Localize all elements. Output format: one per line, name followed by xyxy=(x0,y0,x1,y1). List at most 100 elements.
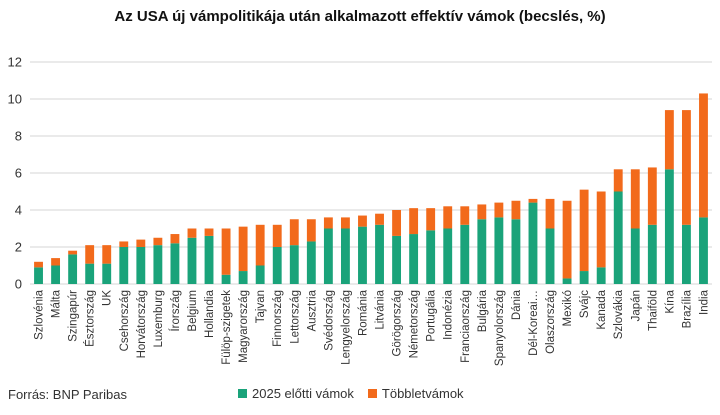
bar-additional xyxy=(289,219,299,246)
x-tick-label: Ausztria xyxy=(306,289,318,331)
bar-pre2025 xyxy=(238,271,248,284)
bar-additional xyxy=(187,228,197,238)
x-tick-label: India xyxy=(698,289,710,315)
bar-additional xyxy=(153,237,163,246)
x-tick-label: Málta xyxy=(51,289,63,318)
bar-pre2025 xyxy=(613,191,623,284)
bar-additional xyxy=(255,224,265,266)
legend-item-pre2025: 2025 előtti vámok xyxy=(238,386,354,401)
bar-additional xyxy=(85,245,95,264)
bar-additional xyxy=(323,217,333,229)
grid-lines xyxy=(30,61,712,285)
x-tick-label: Észtország xyxy=(84,290,97,347)
x-tick-label: Szlovénia xyxy=(34,289,46,339)
bar-additional xyxy=(494,202,504,218)
bar-pre2025 xyxy=(699,217,708,284)
bar-pre2025 xyxy=(204,235,214,284)
bar-additional xyxy=(579,189,589,272)
bar-pre2025 xyxy=(136,247,146,284)
x-tick-label: Franciaország xyxy=(460,290,472,363)
bar-pre2025 xyxy=(511,219,521,284)
bar-pre2025 xyxy=(323,228,333,284)
y-tick-label: 10 xyxy=(8,92,22,107)
bar-additional xyxy=(392,210,402,236)
bar-additional xyxy=(613,169,623,192)
x-tick-label: Portugália xyxy=(426,289,438,341)
legend: 2025 előtti vámok Többletvámok xyxy=(238,386,464,401)
bar-additional xyxy=(136,239,146,247)
bar-pre2025 xyxy=(375,224,384,284)
bar-additional xyxy=(358,215,367,227)
bar-pre2025 xyxy=(306,241,316,284)
bar-pre2025 xyxy=(170,243,180,284)
bar-pre2025 xyxy=(545,228,555,284)
bar-additional xyxy=(664,110,674,170)
bar-pre2025 xyxy=(426,230,436,284)
x-tick-label: Finnország xyxy=(272,290,284,347)
x-tick-label: Mexikó xyxy=(562,290,574,326)
x-tick-label: Tajvan xyxy=(255,290,267,323)
bar-pre2025 xyxy=(119,247,129,284)
bar-additional xyxy=(119,241,129,247)
x-tick-label: Brazília xyxy=(681,289,693,328)
bar-pre2025 xyxy=(85,263,95,284)
x-tick-label: Hollandia xyxy=(204,289,216,338)
x-tick-label: Írország xyxy=(169,290,182,332)
bar-additional xyxy=(204,228,214,236)
bar-pre2025 xyxy=(409,234,419,284)
legend-label-additional: Többletvámok xyxy=(381,386,464,401)
bar-additional xyxy=(51,258,61,266)
x-tick-label: Kína xyxy=(664,289,676,313)
x-tick-label: Belgium xyxy=(187,290,199,332)
x-tick-label: Görögország xyxy=(392,290,404,356)
x-tick-label: Japán xyxy=(630,290,642,321)
bar-pre2025 xyxy=(102,263,112,284)
x-tick-label: Svájc xyxy=(579,290,591,318)
x-axis-ticks: Szlovénia Málta Szingapúr Észtország UK Cseho… xyxy=(34,289,711,366)
bar-additional xyxy=(409,208,419,235)
y-tick-label: 6 xyxy=(15,166,22,181)
x-tick-label: Dánia xyxy=(511,289,523,320)
x-tick-label: Luxemburg xyxy=(153,290,165,348)
x-tick-label: Magyarország xyxy=(238,290,250,363)
y-tick-label: 0 xyxy=(15,277,22,292)
y-axis-ticks: 0 2 4 6 8 10 12 xyxy=(8,55,22,292)
bar-additional xyxy=(68,250,78,255)
bar-additional xyxy=(681,110,691,225)
bar-additional xyxy=(630,169,640,229)
bar-pre2025 xyxy=(664,169,674,284)
bar-pre2025 xyxy=(596,267,606,284)
bar-pre2025 xyxy=(187,237,197,284)
bar-pre2025 xyxy=(289,245,299,284)
legend-item-additional: Többletvámok xyxy=(367,386,464,401)
bar-additional xyxy=(340,217,350,229)
bar-pre2025 xyxy=(579,271,589,284)
bar-pre2025 xyxy=(460,224,470,284)
legend-label-pre2025: 2025 előtti vámok xyxy=(252,386,354,401)
bar-additional xyxy=(528,198,538,203)
bar-pre2025 xyxy=(255,265,265,284)
x-tick-label: Szlovákia xyxy=(613,289,625,339)
bar-pre2025 xyxy=(51,265,61,284)
x-tick-label: Fülöp-szigetek xyxy=(221,290,233,365)
bar-pre2025 xyxy=(221,274,231,284)
x-tick-label: Szingapúr xyxy=(68,290,80,342)
x-tick-label: Svédország xyxy=(323,290,335,351)
y-tick-label: 2 xyxy=(15,240,22,255)
bars xyxy=(34,93,708,284)
bar-pre2025 xyxy=(34,267,43,284)
y-tick-label: 12 xyxy=(8,55,22,70)
legend-swatch-pre2025 xyxy=(238,389,247,398)
bar-pre2025 xyxy=(647,224,657,284)
x-tick-label: Lettország xyxy=(289,290,301,344)
x-tick-label: Thaiföld xyxy=(647,290,659,331)
bar-pre2025 xyxy=(153,245,163,284)
x-tick-label: UK xyxy=(102,290,114,306)
bar-additional xyxy=(34,261,43,268)
y-tick-label: 4 xyxy=(15,203,22,218)
bar-additional xyxy=(477,204,487,220)
x-tick-label: Indonézia xyxy=(443,289,455,339)
bar-additional xyxy=(460,206,470,225)
bar-pre2025 xyxy=(340,228,350,284)
